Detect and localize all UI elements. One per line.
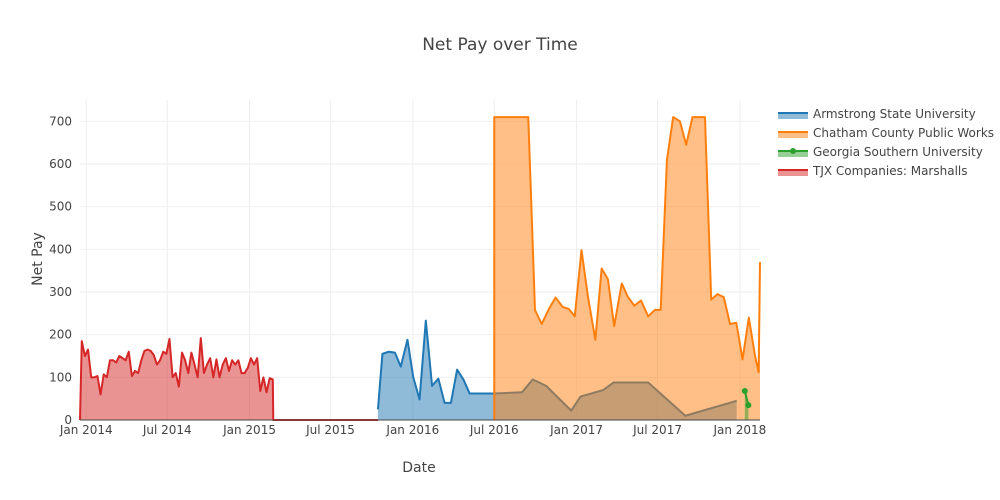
y-tick-label: 300 (49, 285, 72, 299)
x-tick-label: Jul 2014 (142, 423, 192, 437)
y-tick-label: 0 (64, 413, 72, 427)
legend-item-georgia-southern-university[interactable]: Georgia Southern University (778, 145, 983, 159)
chart-title: Net Pay over Time (422, 35, 578, 55)
y-axis-title: Net Pay (30, 232, 46, 286)
legend-label: Chatham County Public Works (813, 126, 994, 140)
y-tick-label: 200 (49, 328, 72, 342)
y-tick-label: 600 (49, 157, 72, 171)
x-tick-label: Jul 2016 (469, 423, 519, 437)
series-line (493, 116, 761, 420)
x-tick-label: Jan 2015 (222, 423, 276, 437)
y-tick-label: 700 (49, 114, 72, 128)
legend-item-chatham-county-public-works[interactable]: Chatham County Public Works (778, 126, 994, 140)
legend-label: Armstrong State University (813, 107, 976, 121)
data-point (745, 402, 752, 409)
legend-label: TJX Companies: Marshalls (812, 164, 968, 178)
legend-item-tjx-companies-marshalls[interactable]: TJX Companies: Marshalls (778, 164, 968, 178)
series-georgia-southern-university (741, 387, 752, 420)
series-line (79, 337, 378, 421)
y-tick-label: 400 (49, 242, 72, 256)
legend-item-armstrong-state-university[interactable]: Armstrong State University (778, 107, 976, 121)
x-tick-label: Jan 2018 (712, 423, 766, 437)
x-tick-label: Jul 2015 (305, 423, 355, 437)
legend: Armstrong State University Chatham County… (778, 107, 994, 178)
legend-marker (790, 148, 796, 154)
legend-swatch (778, 132, 808, 138)
series-chatham-county-public-works (493, 116, 761, 421)
x-axis-title: Date (402, 460, 435, 476)
series-area (494, 117, 760, 421)
series-area (80, 338, 378, 420)
legend-swatch (778, 170, 808, 176)
x-tick-label: Jan 2014 (59, 423, 113, 437)
x-tick-label: Jan 2017 (549, 423, 603, 437)
legend-swatch (778, 113, 808, 119)
y-tick-label: 100 (49, 370, 72, 384)
series-layer (79, 116, 761, 421)
legend-label: Georgia Southern University (813, 145, 983, 159)
data-point (741, 387, 748, 394)
x-tick-label: Jul 2017 (632, 423, 682, 437)
y-tick-label: 500 (49, 200, 72, 214)
x-tick-label: Jan 2016 (385, 423, 439, 437)
axis-layer: 0 100 200 300 400 500 600 700 Jan 2014 Jul 2014 Ja… (49, 114, 766, 437)
series-tjx-companies-marshalls (79, 337, 378, 421)
